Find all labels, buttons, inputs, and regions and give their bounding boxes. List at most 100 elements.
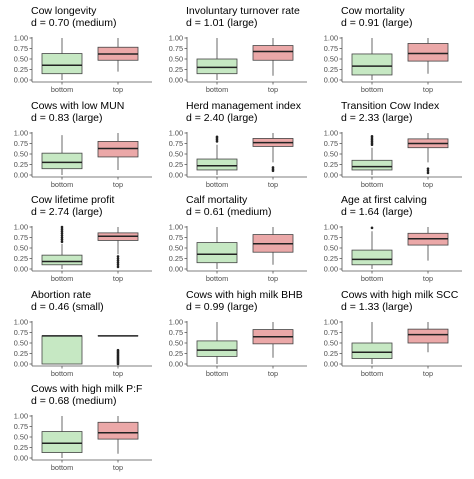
x-tick-label: bottom <box>51 85 73 94</box>
box-bottom <box>196 227 238 269</box>
panel-effect-size: d = 1.64 (large) <box>341 206 413 218</box>
box-iqr <box>41 254 83 266</box>
y-tick-label: 0.75 <box>169 139 183 148</box>
outlier-point <box>426 171 430 175</box>
box-bottom <box>351 38 393 80</box>
panel-effect-size: d = 0.46 (small) <box>31 301 104 313</box>
panel-effect-size: d = 0.99 (large) <box>186 301 258 313</box>
box-iqr <box>97 421 139 440</box>
box-top <box>252 227 294 265</box>
x-tick-label: bottom <box>206 274 228 283</box>
box-iqr <box>351 53 393 76</box>
chart-panel: 0.00 0.25 0.50 0.75 1.00 bottom top Cows with h… <box>0 380 152 475</box>
panel-title: Cows with high milk SCC <box>341 289 459 301</box>
y-tick-label: 1.00 <box>169 318 183 327</box>
y-tick-label: 0.00 <box>169 265 183 274</box>
y-tick-label: 0.00 <box>169 76 183 85</box>
x-tick-label: top <box>268 369 278 378</box>
y-tick-label: 0.75 <box>324 44 338 53</box>
x-tick-label: top <box>423 274 433 283</box>
y-tick-label: 1.00 <box>324 129 338 138</box>
box-iqr <box>41 152 83 170</box>
box-bottom <box>41 38 83 80</box>
y-tick-label: 0.50 <box>169 150 183 159</box>
box-bottom <box>41 225 83 269</box>
y-tick-label: 0.00 <box>169 360 183 369</box>
y-tick-label: 1.00 <box>324 223 338 232</box>
boxplot-svg: 0.00 0.250.50 0.751.00 bottom top <box>14 412 152 472</box>
y-tick-label: 0.25 <box>14 254 28 263</box>
x-tick-label: bottom <box>361 369 383 378</box>
panel-effect-size: d = 0.61 (medium) <box>186 206 272 218</box>
y-tick-label: 1.00 <box>14 34 28 43</box>
panel-title: Herd management index <box>186 100 301 112</box>
box-bottom <box>196 38 238 80</box>
x-tick-label: bottom <box>361 85 383 94</box>
y-tick-label: 0.00 <box>14 454 28 463</box>
outlier-point <box>116 261 120 264</box>
y-tick-label: 0.25 <box>14 160 28 169</box>
y-tick-label: 0.00 <box>14 76 28 85</box>
y-tick-label: 0.00 <box>169 171 183 180</box>
y-tick-label: 0.50 <box>324 339 338 348</box>
x-tick-label: bottom <box>51 180 73 189</box>
outlier-point <box>60 240 64 243</box>
y-tick-label: 0.75 <box>324 233 338 242</box>
boxplot-svg: 0.00 0.250.50 0.751.00 bottom top <box>324 223 462 283</box>
chart-panel: 0.00 0.25 0.50 0.75 1.00 bottom top Cows with h… <box>310 286 462 381</box>
chart-panel: 0.00 0.25 0.50 0.75 1.00 bottom top Herd manage… <box>155 97 307 192</box>
x-tick-label: top <box>268 85 278 94</box>
x-tick-label: top <box>113 463 123 472</box>
y-tick-label: 0.75 <box>14 139 28 148</box>
boxplot-svg: 0.00 0.250.50 0.751.00 bottom top <box>169 129 307 189</box>
y-tick-label: 0.75 <box>14 422 28 431</box>
box-iqr <box>41 431 83 453</box>
boxplot-svg: 0.00 0.250.50 0.751.00 bottom top <box>324 34 462 94</box>
x-tick-label: top <box>113 180 123 189</box>
y-tick-label: 0.75 <box>324 328 338 337</box>
chart-panel: 0.00 0.25 0.50 0.75 1.00 bottom top Abortion ra… <box>0 286 152 381</box>
outlier-point <box>60 225 64 229</box>
panel-title: Involuntary turnover rate <box>186 5 300 17</box>
y-tick-label: 0.25 <box>169 160 183 169</box>
outlier-point <box>116 265 120 269</box>
y-tick-label: 1.00 <box>14 318 28 327</box>
y-tick-label: 0.50 <box>169 339 183 348</box>
box-iqr <box>41 53 83 75</box>
y-tick-label: 0.50 <box>14 339 28 348</box>
y-tick-label: 1.00 <box>169 34 183 43</box>
box-bottom <box>41 135 83 175</box>
panel-effect-size: d = 0.68 (medium) <box>31 395 117 407</box>
x-tick-label: bottom <box>361 180 383 189</box>
y-tick-label: 0.75 <box>169 328 183 337</box>
box-top <box>407 322 449 353</box>
boxplot-svg: 0.00 0.250.50 0.751.00 bottom top <box>14 318 152 378</box>
outlier-point <box>116 257 120 260</box>
box-iqr <box>407 43 449 62</box>
y-tick-label: 0.25 <box>14 443 28 452</box>
y-tick-label: 1.00 <box>14 223 28 232</box>
y-tick-label: 0.50 <box>14 433 28 442</box>
panel-title: Cow longevity <box>31 5 97 17</box>
panel-title: Age at first calving <box>341 194 427 206</box>
box-iqr <box>196 340 238 357</box>
outlier-point <box>60 234 64 237</box>
y-tick-label: 1.00 <box>14 412 28 421</box>
x-tick-label: top <box>423 85 433 94</box>
chart-panel: 0.00 0.25 0.50 0.75 1.00 bottom top Cow longevi… <box>0 2 152 97</box>
x-tick-label: top <box>268 180 278 189</box>
y-tick-label: 0.75 <box>169 233 183 242</box>
panel-title: Cow mortality <box>341 5 405 17</box>
y-tick-label: 0.25 <box>169 65 183 74</box>
panel-title: Transition Cow Index <box>341 100 440 112</box>
chart-panel: 0.00 0.25 0.50 0.75 1.00 bottom top Calf mortal… <box>155 191 307 286</box>
panel-title: Cows with high milk P:F <box>31 383 143 395</box>
box-iqr <box>196 58 238 75</box>
box-top <box>407 227 449 261</box>
y-tick-label: 0.50 <box>169 55 183 64</box>
box-top <box>407 133 449 175</box>
y-tick-label: 1.00 <box>324 34 338 43</box>
chart-panel: 0.00 0.25 0.50 0.75 1.00 bottom top Cow mortali… <box>310 2 462 97</box>
box-top <box>252 38 294 76</box>
